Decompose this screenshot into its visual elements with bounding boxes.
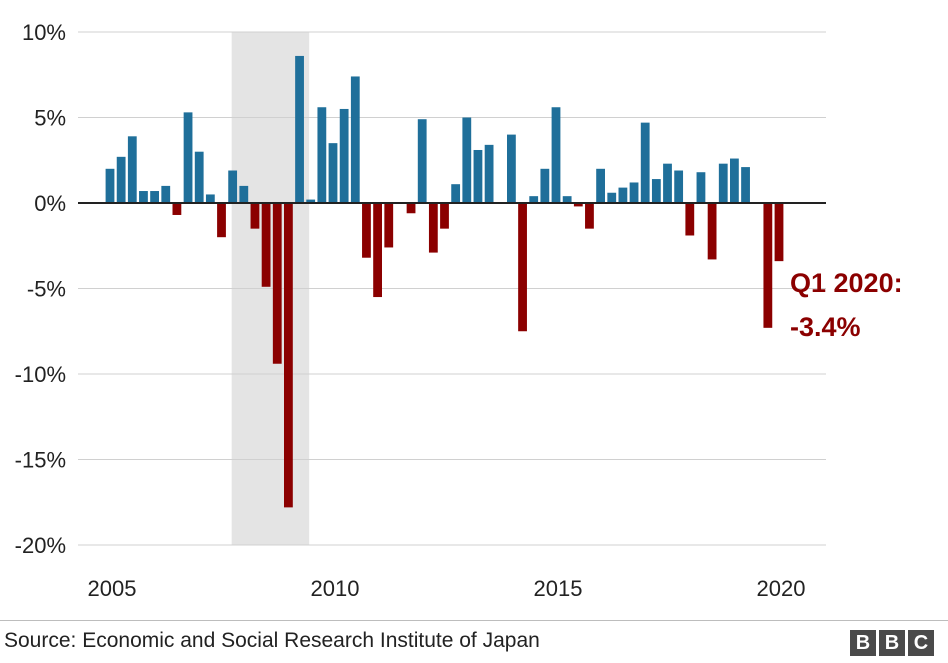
bar <box>607 192 617 203</box>
bar <box>228 170 238 203</box>
bar <box>284 203 293 508</box>
bar <box>183 112 193 203</box>
y-tick-label: -5% <box>27 277 66 302</box>
bar <box>663 163 672 203</box>
bar <box>440 203 449 229</box>
bar <box>551 107 561 203</box>
gdp-growth-chart: 10%5%0%-5%-10%-15%-20% 2005 2010 2015 2020 … <box>15 20 903 601</box>
bar <box>194 151 204 203</box>
bar <box>618 187 628 203</box>
bar <box>261 203 271 287</box>
bar <box>406 203 416 214</box>
bar <box>763 203 773 328</box>
bar <box>707 203 717 260</box>
bar <box>116 156 126 203</box>
x-tick-label: 2015 <box>534 576 583 601</box>
bar <box>730 158 739 203</box>
logo-letter-c: C <box>908 630 934 656</box>
bar <box>150 191 159 203</box>
bar <box>651 179 661 203</box>
x-tick-label: 2010 <box>311 576 360 601</box>
bar <box>484 144 494 203</box>
bar <box>328 143 338 203</box>
bar <box>529 196 539 203</box>
bar <box>507 134 516 203</box>
bar <box>317 107 327 203</box>
bar <box>685 203 695 236</box>
bar <box>295 55 304 203</box>
annotation-line-2: -3.4% <box>790 312 861 342</box>
bar <box>540 168 550 203</box>
y-tick-label: 5% <box>34 106 66 131</box>
bar <box>362 203 371 258</box>
bar <box>306 199 316 203</box>
bar <box>205 194 215 203</box>
bbc-logo: B B C <box>850 630 934 656</box>
bar <box>272 203 282 364</box>
bar <box>350 76 360 203</box>
bar <box>239 185 249 203</box>
bar <box>573 203 583 207</box>
bar <box>640 122 650 203</box>
x-tick-label: 2005 <box>88 576 137 601</box>
bar <box>139 191 148 203</box>
bar <box>161 185 171 203</box>
bar <box>562 196 572 203</box>
bar <box>462 117 472 203</box>
bar <box>105 168 115 203</box>
logo-letter-b1: B <box>850 630 876 656</box>
bar <box>172 203 182 215</box>
bar <box>473 149 483 203</box>
bar <box>585 203 594 229</box>
source-note: Source: Economic and Social Research Ins… <box>4 629 540 652</box>
bar <box>674 170 684 203</box>
annotation-line-1: Q1 2020: <box>790 268 903 298</box>
bar <box>596 168 605 203</box>
x-tick-label: 2020 <box>757 576 806 601</box>
bar <box>217 203 226 238</box>
y-tick-label: -20% <box>15 533 66 558</box>
bar <box>774 203 784 262</box>
bar <box>741 167 750 203</box>
bar <box>373 203 382 298</box>
y-tick-label: 10% <box>22 20 66 45</box>
y-tick-label: -10% <box>15 362 66 387</box>
bar <box>518 203 527 332</box>
bar <box>339 108 349 203</box>
footer: Source: Economic and Social Research Ins… <box>0 620 948 663</box>
bar <box>629 182 639 203</box>
bar <box>127 136 137 203</box>
bar <box>718 163 728 203</box>
y-tick-label: 0% <box>34 191 66 216</box>
bar <box>451 184 461 203</box>
logo-letter-b2: B <box>879 630 905 656</box>
bar <box>417 119 427 203</box>
bar <box>384 203 394 248</box>
y-tick-label: -15% <box>15 448 66 473</box>
bar <box>428 203 438 253</box>
bar <box>696 172 706 203</box>
bar <box>250 203 260 229</box>
